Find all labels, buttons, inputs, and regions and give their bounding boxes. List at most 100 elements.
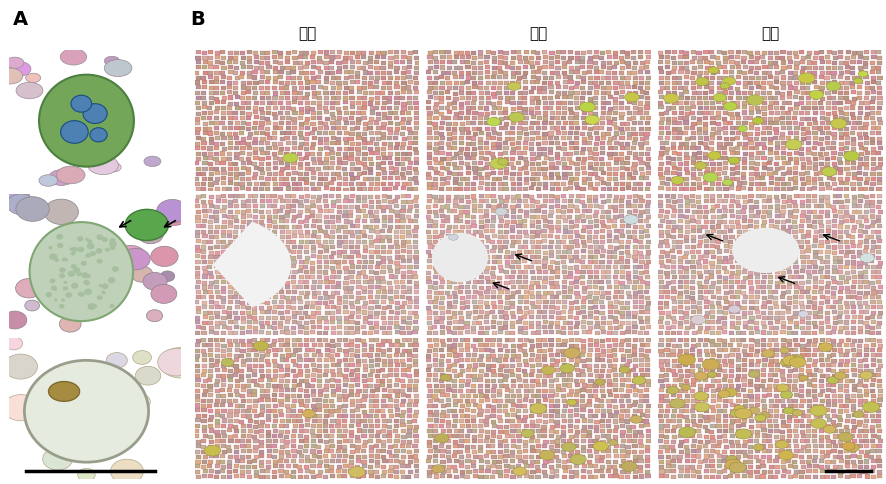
Bar (780, 449, 784, 453)
Bar (316, 419, 322, 423)
Bar (509, 399, 514, 403)
Bar (843, 182, 848, 186)
Bar (241, 167, 246, 171)
Bar (781, 363, 786, 367)
Bar (458, 157, 462, 161)
Bar (484, 344, 488, 348)
Bar (540, 425, 546, 429)
Bar (567, 420, 572, 424)
Bar (517, 117, 522, 121)
Bar (267, 205, 271, 209)
Bar (465, 92, 470, 96)
Bar (568, 454, 572, 458)
Bar (671, 167, 676, 171)
Bar (729, 470, 734, 474)
Bar (749, 76, 754, 80)
Bar (239, 117, 245, 121)
Bar (703, 265, 707, 270)
Bar (805, 152, 811, 156)
Bar (240, 251, 245, 255)
Bar (626, 389, 631, 393)
Bar (826, 51, 831, 55)
Bar (530, 71, 535, 76)
Bar (265, 142, 270, 146)
Bar (414, 91, 419, 95)
Bar (631, 368, 636, 372)
Bar (639, 91, 644, 95)
Bar (671, 459, 675, 463)
Bar (368, 187, 372, 192)
Bar (721, 230, 727, 234)
Bar (573, 414, 579, 418)
Bar (259, 62, 264, 66)
Bar (470, 409, 476, 413)
Bar (851, 353, 856, 357)
Bar (793, 142, 798, 146)
Bar (367, 439, 372, 443)
Bar (253, 215, 258, 219)
Bar (541, 141, 547, 145)
Bar (703, 409, 709, 413)
Bar (671, 389, 676, 393)
Bar (875, 266, 881, 270)
Bar (812, 414, 818, 419)
Bar (233, 87, 237, 91)
Bar (299, 143, 304, 147)
Bar (330, 305, 336, 309)
Bar (862, 230, 867, 234)
Bar (470, 106, 476, 110)
Bar (240, 444, 245, 449)
Bar (530, 231, 535, 235)
Bar (864, 152, 868, 156)
Bar (781, 235, 785, 239)
Bar (220, 305, 225, 310)
Bar (459, 369, 464, 373)
Bar (593, 210, 598, 214)
Bar (329, 469, 334, 473)
Bar (355, 275, 361, 279)
Bar (406, 291, 411, 295)
Bar (279, 275, 284, 279)
Bar (522, 444, 527, 448)
Bar (394, 97, 400, 101)
Bar (330, 117, 336, 121)
Bar (863, 51, 867, 55)
Bar (664, 66, 669, 70)
Bar (797, 225, 803, 229)
Bar (672, 226, 677, 229)
Circle shape (85, 238, 89, 241)
Bar (601, 76, 606, 81)
Bar (599, 399, 603, 403)
Bar (671, 71, 676, 76)
Bar (830, 76, 835, 80)
Bar (426, 311, 431, 315)
Bar (497, 440, 502, 444)
Bar (286, 317, 291, 320)
Bar (715, 101, 720, 105)
Bar (335, 260, 340, 264)
Bar (221, 394, 226, 398)
Bar (722, 306, 727, 310)
Bar (271, 178, 276, 182)
Bar (717, 261, 722, 265)
Bar (613, 127, 618, 131)
Bar (638, 77, 643, 81)
Bar (689, 373, 695, 377)
Bar (227, 353, 231, 357)
Bar (498, 327, 502, 331)
Bar (478, 384, 483, 388)
Bar (492, 358, 497, 362)
Bar (542, 364, 548, 368)
Bar (529, 187, 533, 191)
Bar (832, 465, 836, 469)
Bar (522, 275, 527, 279)
Bar (305, 316, 310, 319)
Bar (824, 408, 829, 412)
Bar (832, 317, 837, 320)
Bar (376, 163, 380, 166)
Bar (470, 399, 476, 403)
Bar (561, 430, 565, 434)
Bar (710, 281, 715, 285)
Bar (754, 157, 759, 161)
Bar (870, 419, 875, 424)
